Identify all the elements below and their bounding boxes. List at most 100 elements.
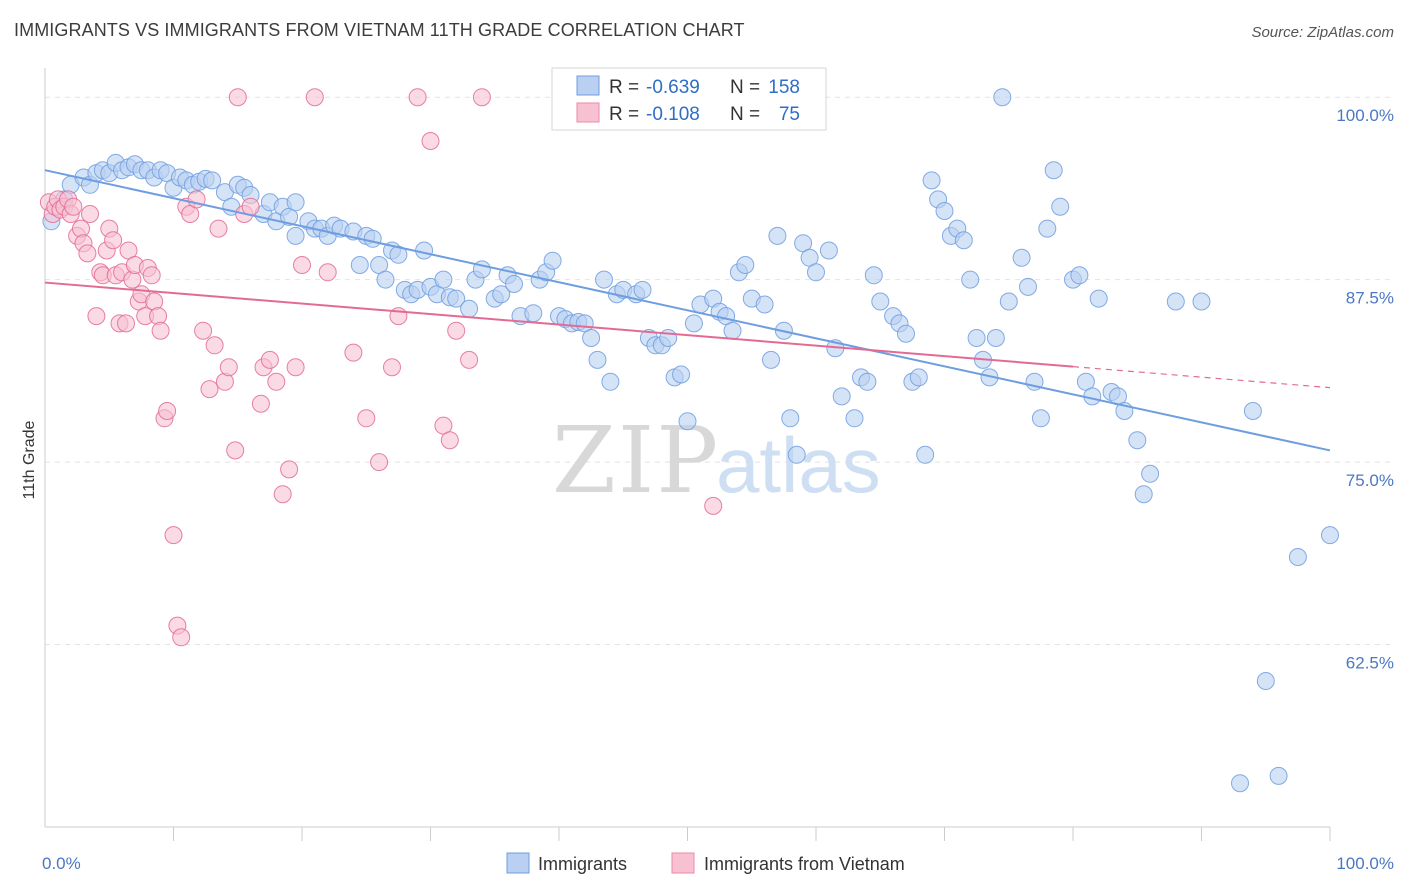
data-point (543, 251, 562, 270)
data-point (1070, 266, 1089, 285)
data-point (460, 299, 479, 318)
data-point (954, 231, 973, 250)
data-point (601, 372, 620, 391)
data-point (1012, 248, 1031, 267)
data-point (415, 241, 434, 260)
series-immigrants-points (42, 88, 1339, 793)
legend-n-label-immigrants: N = (730, 77, 760, 98)
data-point (736, 256, 755, 274)
data-point (588, 350, 607, 369)
data-point (370, 453, 389, 472)
legend-r-label-vietnam: R = (609, 104, 639, 125)
data-point (1243, 402, 1262, 420)
data-point (916, 445, 935, 464)
data-point (357, 409, 376, 428)
trend-line (44, 281, 1074, 368)
data-point (251, 394, 270, 413)
data-point (434, 270, 453, 289)
data-point (194, 321, 213, 340)
bottom-legend-label-immigrants: Immigrants (538, 854, 627, 874)
data-point (993, 88, 1012, 107)
data-point (781, 409, 800, 428)
data-point (260, 350, 279, 369)
data-point (845, 409, 864, 428)
data-point (81, 205, 99, 223)
data-point (678, 412, 697, 431)
data-point (350, 256, 369, 274)
data-point (203, 171, 222, 190)
series-legend: Immigrants Immigrants from Vietnam (506, 852, 905, 874)
data-point (1231, 774, 1249, 793)
data-point (273, 485, 292, 504)
data-point (151, 321, 170, 340)
x-tick-label-min: 0.0% (42, 854, 81, 873)
data-point (909, 368, 928, 387)
data-point (819, 241, 838, 260)
data-point (762, 350, 780, 369)
data-point (440, 431, 459, 450)
data-point (344, 343, 363, 362)
data-point (787, 445, 806, 464)
data-point (447, 321, 466, 340)
data-point (1089, 289, 1108, 308)
data-point (858, 372, 877, 391)
trend-line (44, 169, 1331, 452)
data-point (672, 365, 691, 384)
data-point (104, 231, 123, 250)
data-point (1288, 548, 1307, 566)
y-tick-label: 87.5% (1346, 289, 1394, 308)
data-point (1141, 464, 1160, 483)
data-point (1128, 431, 1147, 450)
data-point (142, 266, 161, 285)
data-point (832, 387, 851, 406)
data-point (123, 270, 142, 289)
data-point (723, 321, 742, 340)
y-tick-label: 62.5% (1346, 654, 1394, 673)
data-point (447, 289, 466, 308)
x-ticks (173, 827, 1331, 841)
legend-n-label-vietnam: N = (730, 104, 760, 125)
data-point (472, 88, 491, 107)
data-point (376, 270, 395, 289)
data-point (209, 219, 228, 238)
trend-line-extension (1072, 366, 1331, 389)
legend-n-value-immigrants: 158 (768, 77, 800, 98)
data-point (1019, 277, 1037, 296)
data-point (241, 197, 260, 216)
legend-swatch-vietnam (576, 102, 600, 123)
data-point (158, 402, 177, 420)
bottom-legend-label-vietnam: Immigrants from Vietnam (704, 854, 905, 874)
data-point (492, 285, 511, 304)
data-point (267, 372, 286, 391)
data-point (363, 229, 382, 248)
bottom-legend-swatch-immigrants (506, 852, 530, 874)
data-point (286, 193, 305, 212)
data-point (117, 314, 135, 333)
legend-n-value-vietnam: 75 (779, 104, 800, 125)
data-point (524, 304, 543, 323)
data-point (633, 280, 652, 299)
data-point (205, 336, 224, 355)
data-point (1256, 672, 1275, 690)
data-point (871, 292, 890, 311)
data-point (595, 270, 613, 289)
data-point (1166, 292, 1185, 311)
data-point (505, 275, 523, 293)
data-point (582, 329, 601, 347)
data-point (768, 226, 787, 245)
data-point (935, 202, 954, 220)
data-point (286, 358, 305, 377)
data-point (1321, 526, 1339, 545)
chart-title: IMMIGRANTS VS IMMIGRANTS FROM VIETNAM 11… (14, 20, 745, 40)
data-point (704, 496, 723, 515)
data-point (172, 628, 191, 647)
data-point (864, 266, 883, 285)
data-point (78, 244, 97, 263)
data-point (1044, 161, 1063, 180)
data-point (293, 256, 311, 274)
data-point (219, 358, 238, 377)
data-point (286, 226, 305, 245)
data-point (280, 460, 299, 479)
data-point (986, 329, 1005, 347)
data-point (1192, 292, 1211, 311)
